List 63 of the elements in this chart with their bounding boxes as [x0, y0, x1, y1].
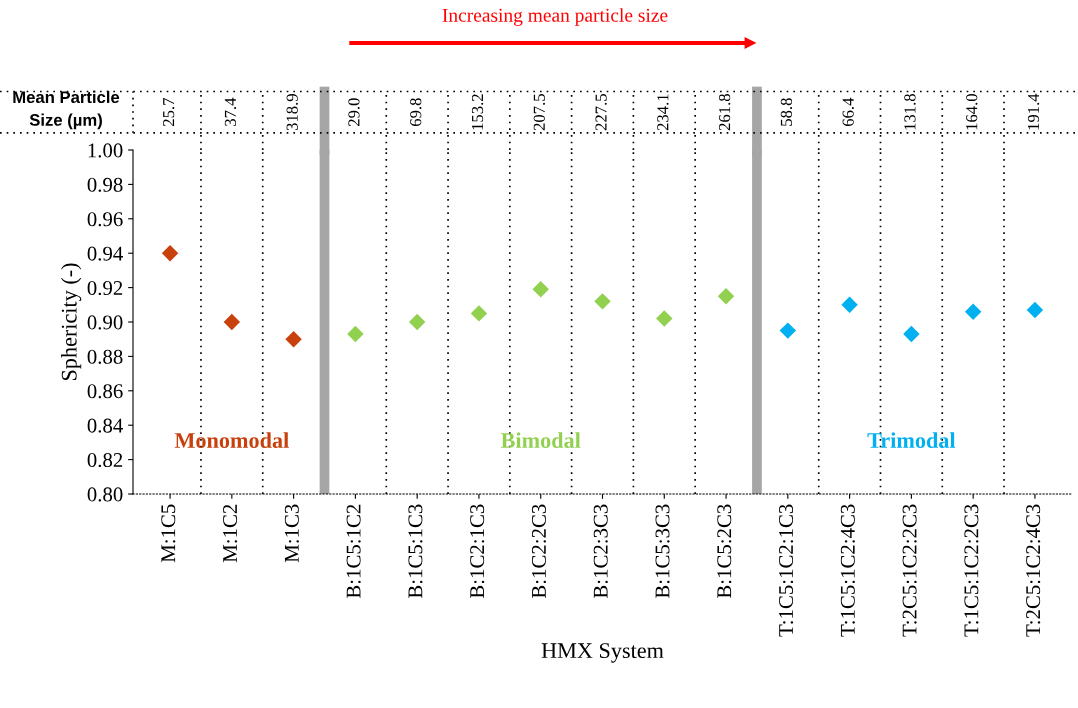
x-tick-label: M:1C2 [223, 504, 238, 563]
text: Increasing mean particle size [442, 8, 668, 26]
text: 191.4 [1027, 93, 1040, 130]
point [161, 244, 179, 262]
x-tick-label: T:1C5:1C2:2C3 [964, 504, 979, 637]
x-tick-label: T:2C5:1C2:4C3 [1026, 504, 1041, 637]
y-tick-label: 0.96 [87, 212, 123, 227]
y-tick-label: 1.00 [88, 143, 123, 158]
text: 261.8 [718, 94, 731, 131]
y-tick-label: 0.92 [87, 280, 123, 296]
text: 58.8 [780, 98, 793, 126]
point [347, 325, 364, 343]
x-tick-label: T:1C5:1C2:4C3 [840, 504, 855, 637]
point [903, 325, 920, 343]
x-tick-label: B:1C5:1C2 [346, 504, 361, 599]
point [285, 330, 302, 348]
point [656, 310, 673, 327]
x-tick-label: B:1C2:2C3 [531, 504, 547, 599]
x-tick-label: B:1C5:2C3 [717, 504, 732, 599]
point [841, 296, 858, 314]
point [408, 313, 426, 331]
text: 234.1 [657, 94, 669, 131]
text: 69.8 [410, 98, 422, 127]
x-tick-label: T:2C5:1C2:2C3 [902, 504, 917, 637]
x-tick-label: M:1C5 [161, 504, 176, 563]
y-axis-title: Sphericity (-) [61, 263, 82, 381]
text: 37.4 [224, 97, 237, 126]
y-tick-label: 0.86 [87, 384, 123, 399]
y-tick-label: 0.94 [87, 246, 123, 261]
y-tick-label: 0.80 [87, 487, 123, 502]
text: 153.2 [471, 94, 484, 130]
text: 318.9 [286, 94, 298, 131]
y-tick-label: 0.84 [87, 418, 123, 433]
point [779, 322, 797, 339]
y-tick-label: 0.88 [87, 349, 123, 364]
text: 164.0 [966, 94, 978, 130]
annotation: Bimodal [500, 432, 581, 448]
point [532, 281, 549, 298]
x-tick-label: B:1C5:3C3 [655, 504, 670, 599]
x-axis-title: HMX System [541, 643, 664, 663]
x-tick-label: B:1C5:1C3 [408, 504, 423, 599]
y-tick-label: 0.90 [87, 315, 123, 330]
text: 25.7 [163, 98, 175, 127]
x-tick-label: B:1C2:1C3 [470, 504, 485, 599]
text: Mean Particle Size (µm) [13, 90, 120, 130]
text: 29.0 [348, 98, 360, 127]
annotation: Trimodal [867, 432, 956, 448]
text: 227.5 [595, 94, 607, 131]
x-tick-label: M:1C3 [284, 504, 299, 563]
point [470, 305, 488, 322]
point [717, 287, 735, 305]
text: 131.8 [904, 94, 916, 130]
y-tick-label: 0.98 [87, 177, 123, 192]
point [964, 303, 982, 320]
point [223, 313, 241, 331]
point [1026, 301, 1044, 319]
y-tick-label: 0.82 [87, 452, 123, 468]
x-tick-label: B:1C2:3C3 [593, 504, 608, 599]
text: 66.4 [842, 97, 854, 127]
x-tick-label: T:1C5:1C2:1C3 [779, 504, 794, 637]
text: 207.5 [533, 94, 545, 131]
point [594, 293, 611, 310]
annotation: Monomodal [174, 432, 289, 448]
